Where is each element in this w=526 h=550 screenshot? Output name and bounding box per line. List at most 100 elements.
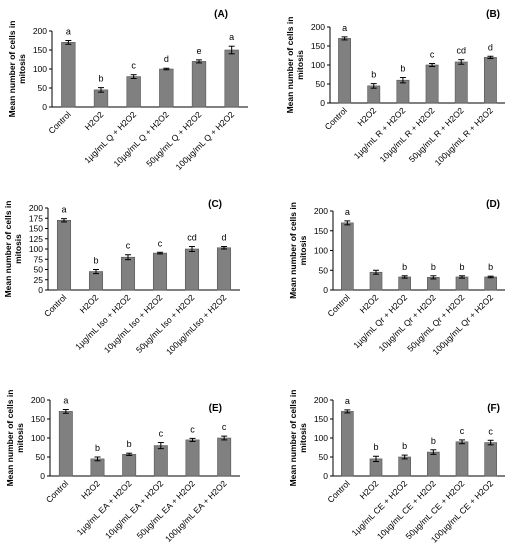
- bar: [484, 442, 497, 477]
- y-tick-label: 200: [29, 203, 43, 213]
- significance-letter: c: [488, 426, 493, 436]
- significance-letter: b: [95, 443, 100, 453]
- bar: [58, 411, 73, 477]
- y-tick-label: 150: [314, 414, 328, 424]
- bar: [184, 248, 200, 291]
- category-label: 50µg/mL EA + H2O2: [135, 478, 197, 540]
- category-label: Control: [44, 478, 71, 505]
- significance-letter: a: [63, 396, 68, 406]
- y-tick-label: 50: [319, 265, 329, 275]
- bar: [398, 276, 411, 291]
- category-label: H2O2: [79, 478, 102, 501]
- y-tick-label: 0: [40, 471, 45, 481]
- category-label: 50µg/mL Q + H2O2: [144, 109, 203, 168]
- significance-letter: c: [159, 429, 164, 439]
- category-label: 50µg/mL Iso + H2O2: [134, 292, 197, 355]
- bar: [484, 276, 497, 291]
- significance-letter: cd: [456, 46, 466, 56]
- y-axis-label: Mean number of cells inmitosis: [3, 201, 23, 298]
- bar: [338, 38, 352, 104]
- y-tick-label: 100: [29, 244, 43, 254]
- category-label: Control: [46, 109, 73, 136]
- y-tick-label: 50: [319, 452, 329, 462]
- bar: [455, 276, 469, 291]
- category-label: Control: [325, 478, 352, 505]
- panel-label: (F): [487, 403, 500, 414]
- y-tick-label: 200: [31, 395, 45, 405]
- category-label: 10µg/mL R + H2O2: [378, 105, 437, 164]
- bar: [396, 79, 410, 104]
- significance-letter: d: [488, 42, 493, 52]
- bar: [120, 256, 136, 291]
- y-tick-label: 50: [36, 452, 46, 462]
- category-label: 1µg/mL R + H2O2: [352, 105, 408, 161]
- y-tick-label: 125: [29, 234, 43, 244]
- significance-letter: cd: [187, 233, 197, 243]
- y-axis-label: Mean number of cells inmitosis: [5, 390, 25, 487]
- significance-letter: b: [98, 74, 103, 84]
- significance-letter: b: [93, 256, 98, 266]
- significance-letter: b: [459, 262, 464, 272]
- category-label: 100µg/mLIso + H2O2: [164, 292, 229, 357]
- bar: [224, 49, 239, 108]
- significance-letter: e: [196, 46, 201, 56]
- bar: [61, 42, 76, 108]
- y-tick-label: 150: [33, 45, 47, 55]
- category-label: 10µg/mL Iso + H2O2: [102, 292, 165, 355]
- bar: [454, 61, 468, 104]
- category-label: 1µg/mL Iso + H2O2: [73, 292, 132, 351]
- y-tick-label: 0: [320, 98, 325, 108]
- significance-letter: c: [222, 422, 227, 432]
- significance-letter: b: [431, 262, 436, 272]
- y-tick-label: 0: [42, 102, 47, 112]
- significance-letter: b: [431, 436, 436, 446]
- y-tick-label: 50: [316, 79, 326, 89]
- panel-d: (D) Mean number of cells inmitosis 0 50 100 1…: [288, 199, 505, 357]
- bar: [152, 252, 168, 291]
- significance-letter: a: [229, 32, 234, 42]
- bar: [427, 451, 440, 477]
- y-axis-label: Mean number of cells inmitosis: [288, 202, 308, 299]
- category-label: H2O2: [358, 478, 381, 501]
- category-label: 100µg/mL Q + H2O2: [173, 109, 236, 172]
- significance-letter: b: [400, 64, 405, 74]
- significance-letter: b: [488, 262, 493, 272]
- y-tick-label: 200: [314, 206, 328, 216]
- y-axis-label: Mean number of cells inmitosis: [285, 17, 305, 114]
- category-label: 1µg/mL EA + H2O2: [75, 478, 134, 537]
- y-tick-label: 100: [314, 246, 328, 256]
- y-tick-label: 150: [31, 414, 45, 424]
- panel-b: (B) Mean number of cells inmitosis 0 50 100 1…: [285, 9, 505, 168]
- category-label: H2O2: [355, 105, 378, 128]
- y-tick-label: 50: [38, 83, 48, 93]
- significance-letter: a: [61, 205, 66, 215]
- bar: [341, 411, 354, 477]
- y-tick-label: 0: [38, 285, 43, 295]
- y-axis-label: Mean number of cells inmitosis: [7, 21, 27, 118]
- category-label: H2O2: [358, 292, 381, 315]
- bar: [191, 61, 207, 108]
- significance-letter: c: [460, 426, 465, 436]
- panel-f: (F) Mean number of cells inmitosis 0 50 100 1…: [288, 390, 505, 545]
- bar: [56, 220, 72, 291]
- bar: [483, 57, 497, 104]
- y-axis-label: Mean number of cells inmitosis: [288, 390, 308, 487]
- significance-letter: a: [66, 27, 71, 37]
- bar: [217, 437, 232, 477]
- bar: [216, 247, 232, 291]
- bar: [369, 271, 383, 291]
- significance-letter: b: [371, 70, 376, 80]
- y-tick-label: 200: [311, 22, 325, 32]
- y-tick-label: 100: [31, 433, 45, 443]
- significance-letter: a: [342, 23, 347, 33]
- y-tick-label: 100: [311, 60, 325, 70]
- category-label: Control: [323, 105, 350, 132]
- category-label: H2O2: [83, 109, 106, 132]
- y-tick-label: 75: [34, 254, 44, 264]
- significance-letter: c: [126, 241, 131, 251]
- category-label: H2O2: [78, 292, 101, 315]
- bar: [185, 439, 200, 477]
- y-tick-label: 100: [33, 64, 47, 74]
- y-tick-label: 100: [314, 433, 328, 443]
